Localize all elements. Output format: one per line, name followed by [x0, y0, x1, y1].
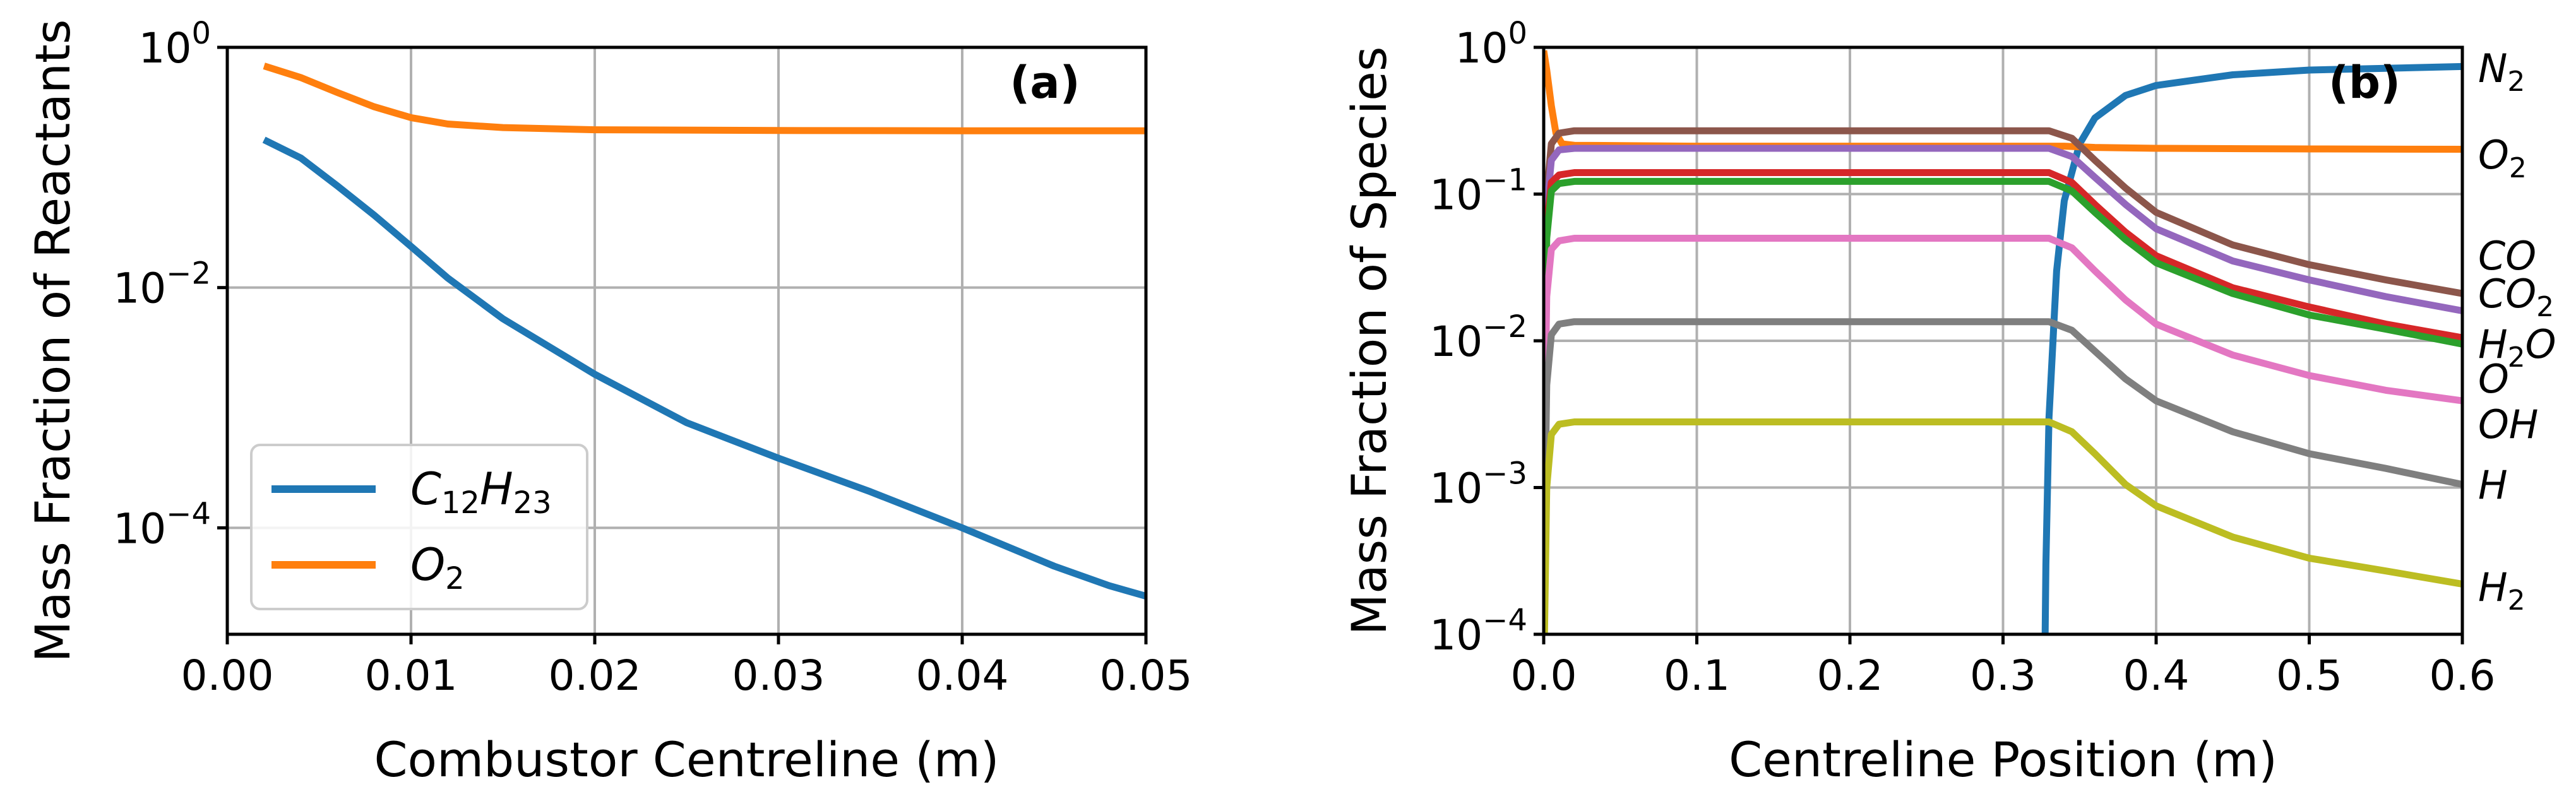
- y-tick-base: 10: [1455, 24, 1508, 73]
- x-tick-label: 0.01: [365, 651, 458, 700]
- panel-label: (b): [2329, 57, 2400, 109]
- series-line-CO: [1544, 127, 2462, 341]
- y-axis-label: Mass Fraction of Reactants: [25, 20, 81, 663]
- species-text-part: N: [2478, 45, 2507, 92]
- species-label: H2O: [2478, 321, 2556, 374]
- y-tick-exponent: −2: [1482, 309, 1527, 345]
- species-label: CO: [2478, 233, 2536, 279]
- x-axis-label: Combustor Centreline (m): [374, 731, 999, 788]
- y-tick-base: 10: [113, 504, 166, 553]
- x-tick-label: 0.3: [1970, 651, 2036, 700]
- x-tick-label: 0.6: [2430, 651, 2496, 700]
- x-tick-label: 0.03: [732, 651, 825, 700]
- legend-text-part: H: [480, 463, 513, 515]
- x-tick-label: 0.04: [916, 651, 1009, 700]
- y-tick-label: 100: [1455, 16, 1527, 73]
- series-line-C12H23: [262, 136, 1146, 600]
- species-label: OH: [2478, 401, 2538, 447]
- species-subscript: 2: [2508, 584, 2525, 617]
- y-tick-exponent: −1: [1482, 163, 1527, 198]
- species-label: H2: [2478, 564, 2525, 617]
- x-tick-label: 0.0: [1511, 651, 1577, 700]
- series-line-O: [1544, 177, 2462, 386]
- species-text-part: CO: [2478, 233, 2536, 279]
- legend-text-part: C: [410, 463, 441, 515]
- x-tick-label: 0.05: [1100, 651, 1193, 700]
- legend: C12H23 O2: [250, 444, 588, 610]
- species-subscript: 2: [2507, 66, 2525, 98]
- series-line-N2: [2041, 62, 2462, 634]
- y-axis-label: Mass Fraction of Species: [1341, 47, 1397, 636]
- species-label: CO2: [2478, 271, 2554, 323]
- legend-subscript: 2: [445, 561, 465, 596]
- y-tick-exponent: −3: [1482, 456, 1527, 492]
- species-label: O2: [2478, 132, 2527, 184]
- species-text-part: H: [2478, 462, 2508, 508]
- x-tick-label: 0.00: [181, 651, 274, 700]
- panel-a: 0.00 0.01 0.02 0.03 0.04 0.0510−410−2100Combu…: [25, 16, 1192, 788]
- series-group: [1544, 50, 2462, 634]
- series-group: [262, 62, 1146, 600]
- y-tick-label: 10−3: [1429, 456, 1527, 513]
- x-tick-label: 0.5: [2276, 651, 2342, 700]
- y-tick-exponent: −2: [166, 256, 211, 292]
- species-text-part: H: [2478, 564, 2508, 610]
- y-tick-exponent: 0: [191, 16, 211, 51]
- y-tick-exponent: −4: [1482, 603, 1527, 638]
- legend-entry-O2: O2: [410, 539, 465, 596]
- y-tick-label: 10−4: [113, 496, 211, 553]
- species-subscript: 2: [2536, 291, 2554, 323]
- x-tick-label: 0.02: [549, 651, 641, 700]
- species-text-part: O: [2478, 356, 2509, 402]
- species-text-part: O: [2478, 132, 2509, 178]
- species-text-part: OH: [2478, 401, 2538, 447]
- y-tick-base: 10: [1429, 317, 1482, 366]
- y-tick-base: 10: [113, 264, 166, 313]
- species-label: N2: [2478, 45, 2525, 98]
- y-tick-base: 10: [138, 24, 191, 73]
- panel-label: (a): [1010, 57, 1080, 109]
- y-tick-label: 10−2: [1429, 309, 1527, 366]
- plot-frame: [225, 45, 1148, 636]
- species-label: O: [2478, 356, 2509, 402]
- series-line-H2: [1544, 418, 2462, 634]
- x-tick-label: 0.2: [1817, 651, 1883, 700]
- y-tick-exponent: 0: [1508, 16, 1527, 51]
- y-tick-base: 10: [1429, 465, 1482, 513]
- y-tick-base: 10: [1429, 171, 1482, 220]
- series-line-H: [1544, 318, 2462, 532]
- y-tick-label: 10−2: [113, 256, 211, 313]
- species-text-part: H: [2478, 321, 2508, 367]
- species-subscript: 2: [2508, 341, 2525, 374]
- species-subscript: 2: [2509, 152, 2527, 184]
- y-tick-label: 10−1: [1429, 163, 1527, 220]
- species-text-part: CO: [2478, 271, 2536, 317]
- legend-text-part: O: [410, 539, 445, 591]
- x-tick-label: 0.1: [1664, 651, 1730, 700]
- panel-b: 0.0 0.1 0.2 0.3 0.4 0.5 0.610−410−310−210−1100…: [1341, 16, 2495, 788]
- legend-subscript: 23: [513, 485, 552, 521]
- series-line-CO2: [1544, 145, 2462, 355]
- y-tick-label: 10−4: [1429, 603, 1527, 660]
- legend-entry-C12H23: C12H23: [410, 463, 552, 521]
- series-line-O2: [263, 62, 1146, 134]
- species-label: H: [2478, 462, 2508, 508]
- series-line-H2O: [1544, 169, 2462, 374]
- y-tick-base: 10: [1429, 611, 1482, 660]
- legend-subscript: 12: [441, 485, 480, 521]
- x-tick-label: 0.4: [2123, 651, 2190, 700]
- x-axis-label: Centreline Position (m): [1729, 731, 2277, 788]
- y-tick-label: 100: [138, 16, 211, 73]
- y-tick-exponent: −4: [166, 496, 211, 531]
- species-text-part: O: [2525, 321, 2556, 367]
- series-line-OH: [1544, 235, 2462, 444]
